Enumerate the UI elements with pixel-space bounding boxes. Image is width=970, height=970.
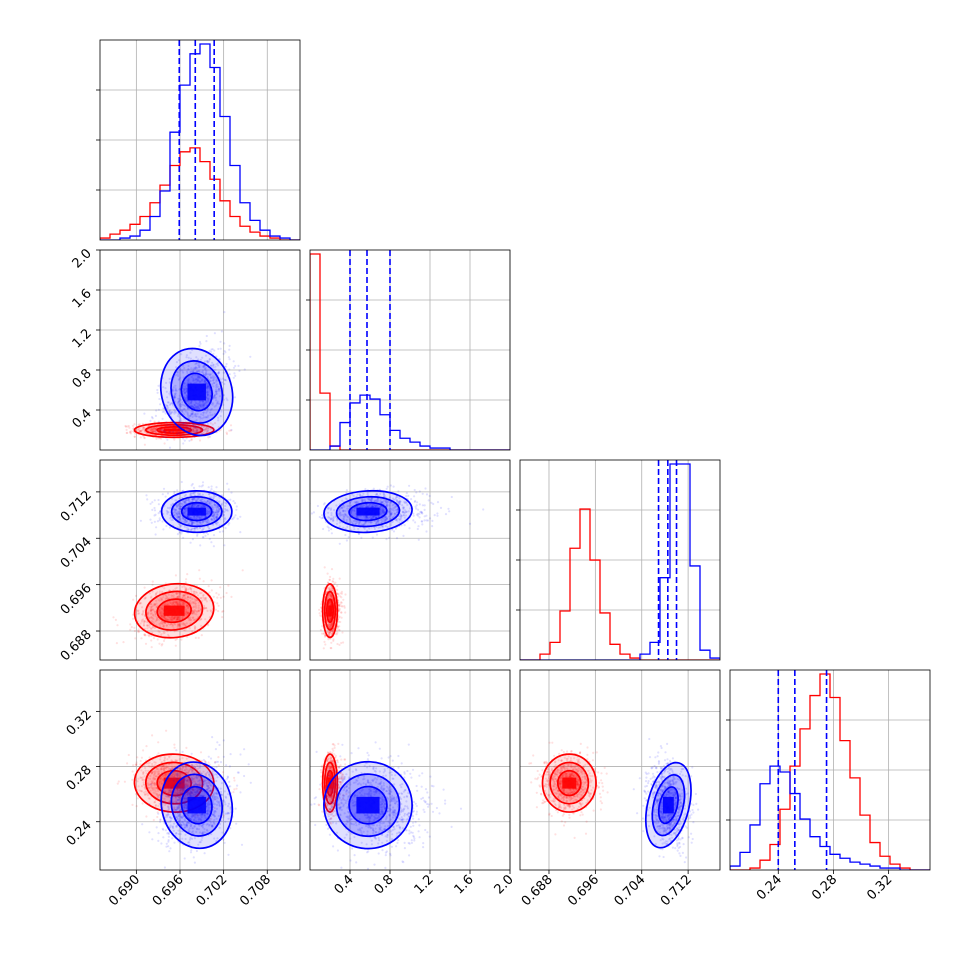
panel-3-2: 0.688 0.696 0.704 0.712 bbox=[519, 669, 721, 909]
x-tick-label: 0.4 bbox=[332, 872, 357, 897]
x-tick-label: 0.702 bbox=[194, 872, 231, 909]
panel-content bbox=[100, 40, 300, 240]
density-peak-red bbox=[163, 605, 185, 616]
x-tick-label: 0.28 bbox=[809, 872, 840, 903]
density-peak-red bbox=[163, 428, 185, 432]
panel-content bbox=[124, 311, 252, 449]
panel-content bbox=[112, 480, 244, 649]
panel-content bbox=[310, 741, 463, 870]
density-peak-red bbox=[163, 777, 185, 789]
panel-frame bbox=[309, 669, 511, 871]
x-tick-label: 0.712 bbox=[658, 872, 695, 909]
panel-frame bbox=[99, 249, 301, 451]
x-tick-label: 0.32 bbox=[864, 872, 895, 903]
panel-frame bbox=[99, 669, 301, 871]
x-tick-label: 0.708 bbox=[237, 872, 274, 909]
panel-content bbox=[310, 484, 485, 650]
histogram-blue bbox=[520, 463, 720, 660]
y-tick-label: 0.688 bbox=[58, 627, 95, 664]
panel-3-0: 0.690 0.696 0.702 0.708 0.24 0.28 0.32 bbox=[64, 669, 301, 909]
histogram-red bbox=[730, 673, 930, 870]
panel-frame bbox=[519, 669, 721, 871]
density-peak-blue bbox=[187, 383, 206, 401]
density-peak-red bbox=[328, 605, 332, 616]
histogram-red bbox=[100, 147, 300, 240]
y-tick-label: 0.8 bbox=[70, 366, 95, 391]
x-tick-label: 1.6 bbox=[452, 872, 477, 897]
panel-frame bbox=[99, 459, 301, 661]
y-tick-label: 0.24 bbox=[64, 818, 95, 849]
x-tick-label: 0.696 bbox=[150, 872, 187, 909]
y-tick-label: 1.6 bbox=[70, 286, 95, 311]
y-tick-label: 2.0 bbox=[70, 246, 95, 271]
density-peak-blue bbox=[356, 796, 380, 814]
histogram-red bbox=[520, 508, 720, 660]
x-tick-label: 0.696 bbox=[565, 872, 602, 909]
y-tick-label: 0.704 bbox=[58, 534, 95, 571]
panel-1-0: 0.4 0.8 1.2 1.6 2.0 bbox=[70, 246, 301, 451]
x-tick-label: 0.8 bbox=[372, 872, 397, 897]
x-tick-label: 1.2 bbox=[412, 872, 437, 897]
panel-0-0 bbox=[96, 39, 301, 241]
x-tick-label: 0.688 bbox=[519, 872, 556, 909]
panel-2-1 bbox=[309, 459, 511, 661]
panel-content bbox=[528, 737, 700, 864]
histogram-blue bbox=[730, 765, 930, 870]
histogram-blue bbox=[100, 43, 300, 240]
panel-1-1 bbox=[306, 249, 511, 451]
y-tick-label: 1.2 bbox=[70, 326, 95, 351]
panel-3-1: 0.4 0.8 1.2 1.6 2.0 bbox=[309, 669, 517, 897]
panel-content bbox=[116, 729, 252, 869]
panel-background bbox=[310, 460, 510, 660]
density-peak-blue bbox=[356, 507, 380, 516]
density-peak-blue bbox=[187, 796, 206, 814]
x-tick-label: 0.690 bbox=[106, 872, 143, 909]
panel-content bbox=[310, 250, 510, 450]
panel-frame bbox=[309, 459, 511, 661]
panel-content bbox=[730, 670, 930, 870]
y-tick-label: 0.712 bbox=[58, 488, 95, 525]
panel-3-3: 0.24 0.28 0.32 bbox=[726, 669, 931, 903]
y-tick-label: 0.32 bbox=[64, 708, 95, 739]
histogram-blue bbox=[310, 394, 510, 450]
density-peak-blue bbox=[187, 507, 206, 516]
density-peak-red bbox=[562, 777, 577, 789]
x-tick-label: 2.0 bbox=[492, 872, 517, 897]
x-tick-label: 0.704 bbox=[612, 872, 649, 909]
panel-content bbox=[520, 460, 720, 660]
panel-2-2 bbox=[516, 459, 721, 661]
x-tick-label: 0.24 bbox=[754, 872, 785, 903]
panel-background bbox=[100, 460, 300, 660]
y-tick-label: 0.696 bbox=[58, 581, 95, 618]
y-tick-label: 0.4 bbox=[70, 406, 95, 431]
panel-2-0: 0.688 0.696 0.704 0.712 bbox=[58, 459, 301, 664]
density-peak-blue bbox=[662, 796, 674, 814]
y-tick-label: 0.28 bbox=[64, 763, 95, 794]
histogram-red bbox=[310, 253, 510, 450]
